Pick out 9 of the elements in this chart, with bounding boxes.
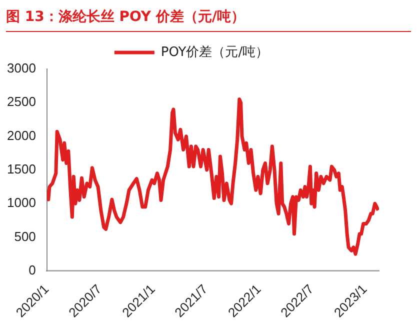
y-tick-label: 500 [14, 228, 36, 244]
y-tick-label: 2500 [7, 94, 36, 110]
y-tick-label: 3000 [7, 60, 36, 76]
y-tick-label: 1000 [7, 195, 36, 210]
chart-title: 图 13：涤纶长丝 POY 价差（元/吨） [6, 8, 411, 32]
y-tick-label: 0 [28, 262, 36, 278]
y-tick-label: 2000 [7, 128, 36, 143]
y-tick-label: 1500 [7, 162, 36, 177]
legend-label: POY价差（元/吨） [160, 44, 269, 60]
